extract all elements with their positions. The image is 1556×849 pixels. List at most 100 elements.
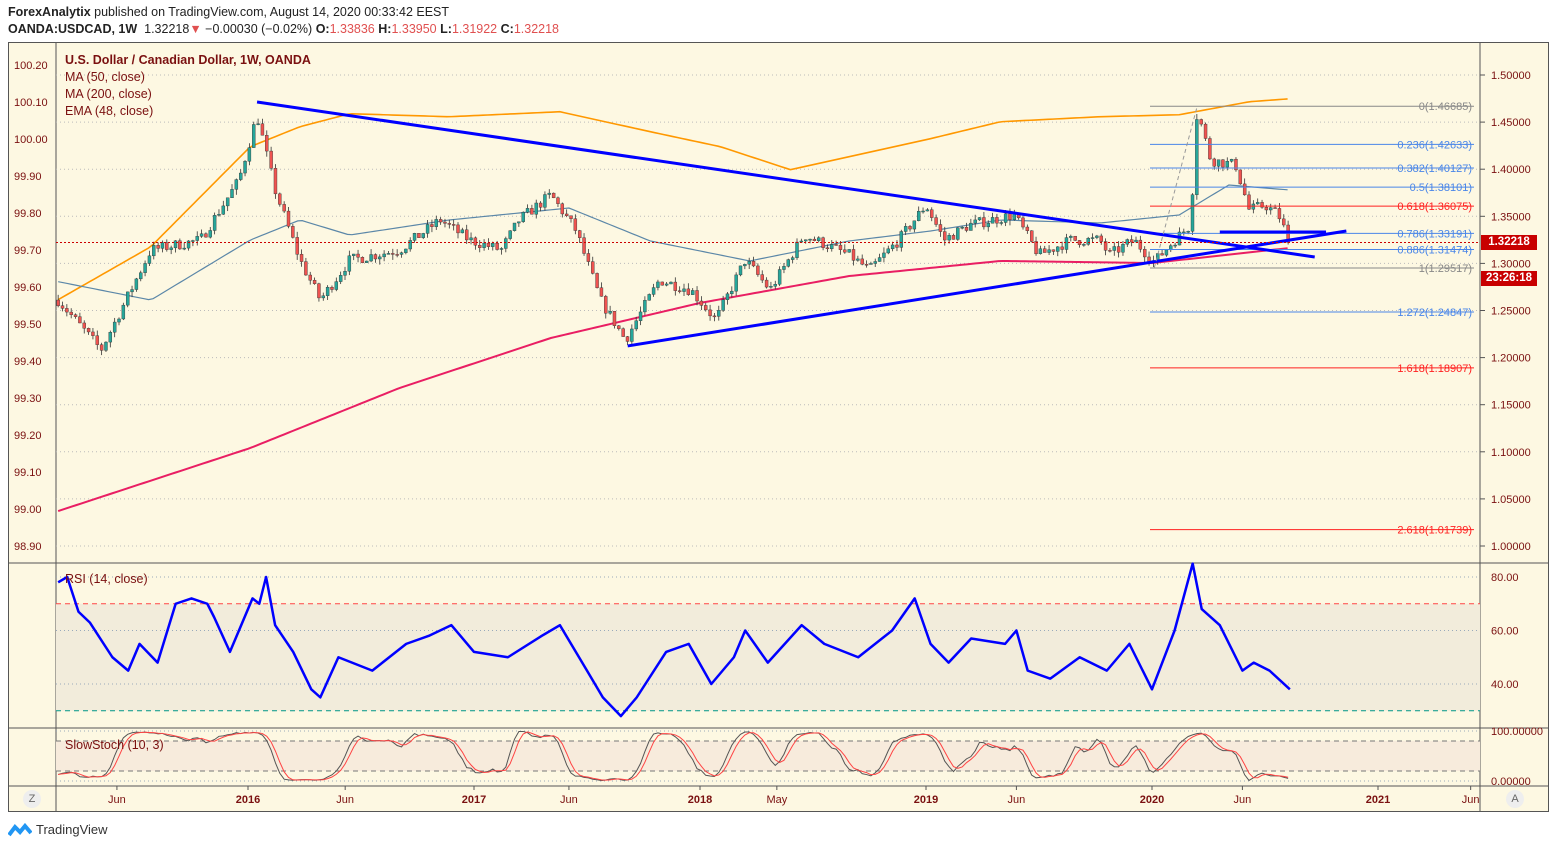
candle-body <box>217 214 221 216</box>
legend-ema48[interactable]: EMA (48, close) <box>65 104 154 118</box>
candle-body <box>690 290 695 295</box>
candle-body <box>447 223 452 225</box>
left-axis-label: 100.10 <box>14 97 48 109</box>
candle-body <box>825 247 830 250</box>
candle-body <box>877 257 882 262</box>
candle-body <box>286 210 291 227</box>
candle-body <box>139 272 143 280</box>
candle-body <box>1199 119 1203 125</box>
candle-body <box>738 265 743 276</box>
candle-body <box>234 179 239 190</box>
candle-body <box>1212 158 1216 167</box>
candle-body <box>860 258 864 265</box>
rsi-axis-label: 60.00 <box>1491 626 1519 638</box>
right-axis-label: 1.30000 <box>1491 258 1531 270</box>
candle-body <box>1134 239 1138 243</box>
auto-scale-button[interactable]: A <box>1506 790 1524 808</box>
candle-body <box>612 311 617 326</box>
candle-body <box>1064 237 1069 250</box>
candle-body <box>751 261 756 267</box>
fib-level-label: 0(1.46685) <box>1419 101 1472 113</box>
candle-body <box>1047 249 1051 253</box>
candle-body <box>664 283 669 286</box>
candle-body <box>995 217 999 224</box>
left-axis-label: 98.90 <box>14 541 42 553</box>
candle-body <box>1247 194 1251 210</box>
left-axis-label: 100.00 <box>14 134 48 146</box>
left-axis-label: 99.90 <box>14 171 42 183</box>
fib-level-label: 0.786(1.33191) <box>1397 228 1472 240</box>
candle-body <box>99 344 104 351</box>
candle-body <box>560 203 565 215</box>
rsi-axis-label: 80.00 <box>1491 572 1519 584</box>
candle-body <box>365 260 369 263</box>
zoom-button[interactable]: Z <box>23 790 41 808</box>
time-axis-label: 2019 <box>914 794 938 806</box>
candle-body <box>421 233 425 238</box>
candle-body <box>790 257 795 260</box>
rsi-band <box>56 603 1480 711</box>
candle-body <box>1125 239 1130 245</box>
candle-body <box>130 289 134 293</box>
candle-body <box>1112 246 1116 251</box>
candle-body <box>1060 246 1064 250</box>
candle-body <box>1129 239 1134 243</box>
candle-body <box>551 192 556 199</box>
candle-body <box>1182 231 1186 234</box>
candle-body <box>195 236 199 241</box>
candle-body <box>525 208 530 213</box>
candle-body <box>230 189 234 199</box>
candle-body <box>625 336 630 342</box>
time-axis-label: 2020 <box>1140 794 1164 806</box>
candle-body <box>586 253 591 262</box>
open-label: O: <box>315 22 330 36</box>
candle-body <box>104 341 108 351</box>
candle-body <box>890 244 895 250</box>
down-triangle-icon: ▼ <box>189 22 202 36</box>
right-axis-label: 1.15000 <box>1491 400 1531 412</box>
candle-body <box>1138 239 1143 250</box>
candle-body <box>173 240 178 249</box>
candle-body <box>747 261 751 265</box>
candle-body <box>1190 194 1195 232</box>
candle-body <box>269 150 273 169</box>
legend-rsi[interactable]: RSI (14, close) <box>65 572 148 586</box>
candle-body <box>438 219 443 223</box>
legend-stoch[interactable]: SlowStoch (10, 3) <box>65 738 164 752</box>
candle-body <box>95 335 99 345</box>
candle-body <box>56 299 60 306</box>
candle-body <box>334 281 339 290</box>
candle-body <box>1029 230 1034 242</box>
tradingview-logo[interactable]: TradingView <box>8 822 108 837</box>
candle-body <box>473 237 478 246</box>
candle-body <box>1221 159 1225 168</box>
candle-body <box>121 304 126 320</box>
candle-body <box>356 253 360 258</box>
candle-body <box>812 238 817 241</box>
time-axis-label: 2017 <box>462 794 486 806</box>
candle-body <box>1242 183 1247 196</box>
candle-body <box>399 252 404 255</box>
candle-body <box>873 261 877 264</box>
time-axis-label: Jun <box>1008 794 1026 806</box>
legend-ma50[interactable]: MA (50, close) <box>65 70 145 84</box>
candle-body <box>1056 246 1060 252</box>
candle-body <box>1103 241 1108 251</box>
fib-level-label: 1.618(1.18907) <box>1397 363 1472 375</box>
candle-body <box>273 168 278 195</box>
candle-body <box>734 274 738 292</box>
candle-body <box>395 254 399 256</box>
candle-body <box>278 193 282 205</box>
fib-level-label: 2.618(1.01739) <box>1397 525 1472 537</box>
candle-body <box>756 265 760 275</box>
candle-body <box>708 309 712 317</box>
legend-ma200[interactable]: MA (200, close) <box>65 87 152 101</box>
candle-body <box>360 256 365 263</box>
candle-body <box>786 259 791 267</box>
candle-body <box>730 290 734 295</box>
candle-body <box>417 233 421 238</box>
candle-body <box>1108 250 1112 252</box>
candle-body <box>1038 248 1043 255</box>
candle-body <box>921 210 925 213</box>
